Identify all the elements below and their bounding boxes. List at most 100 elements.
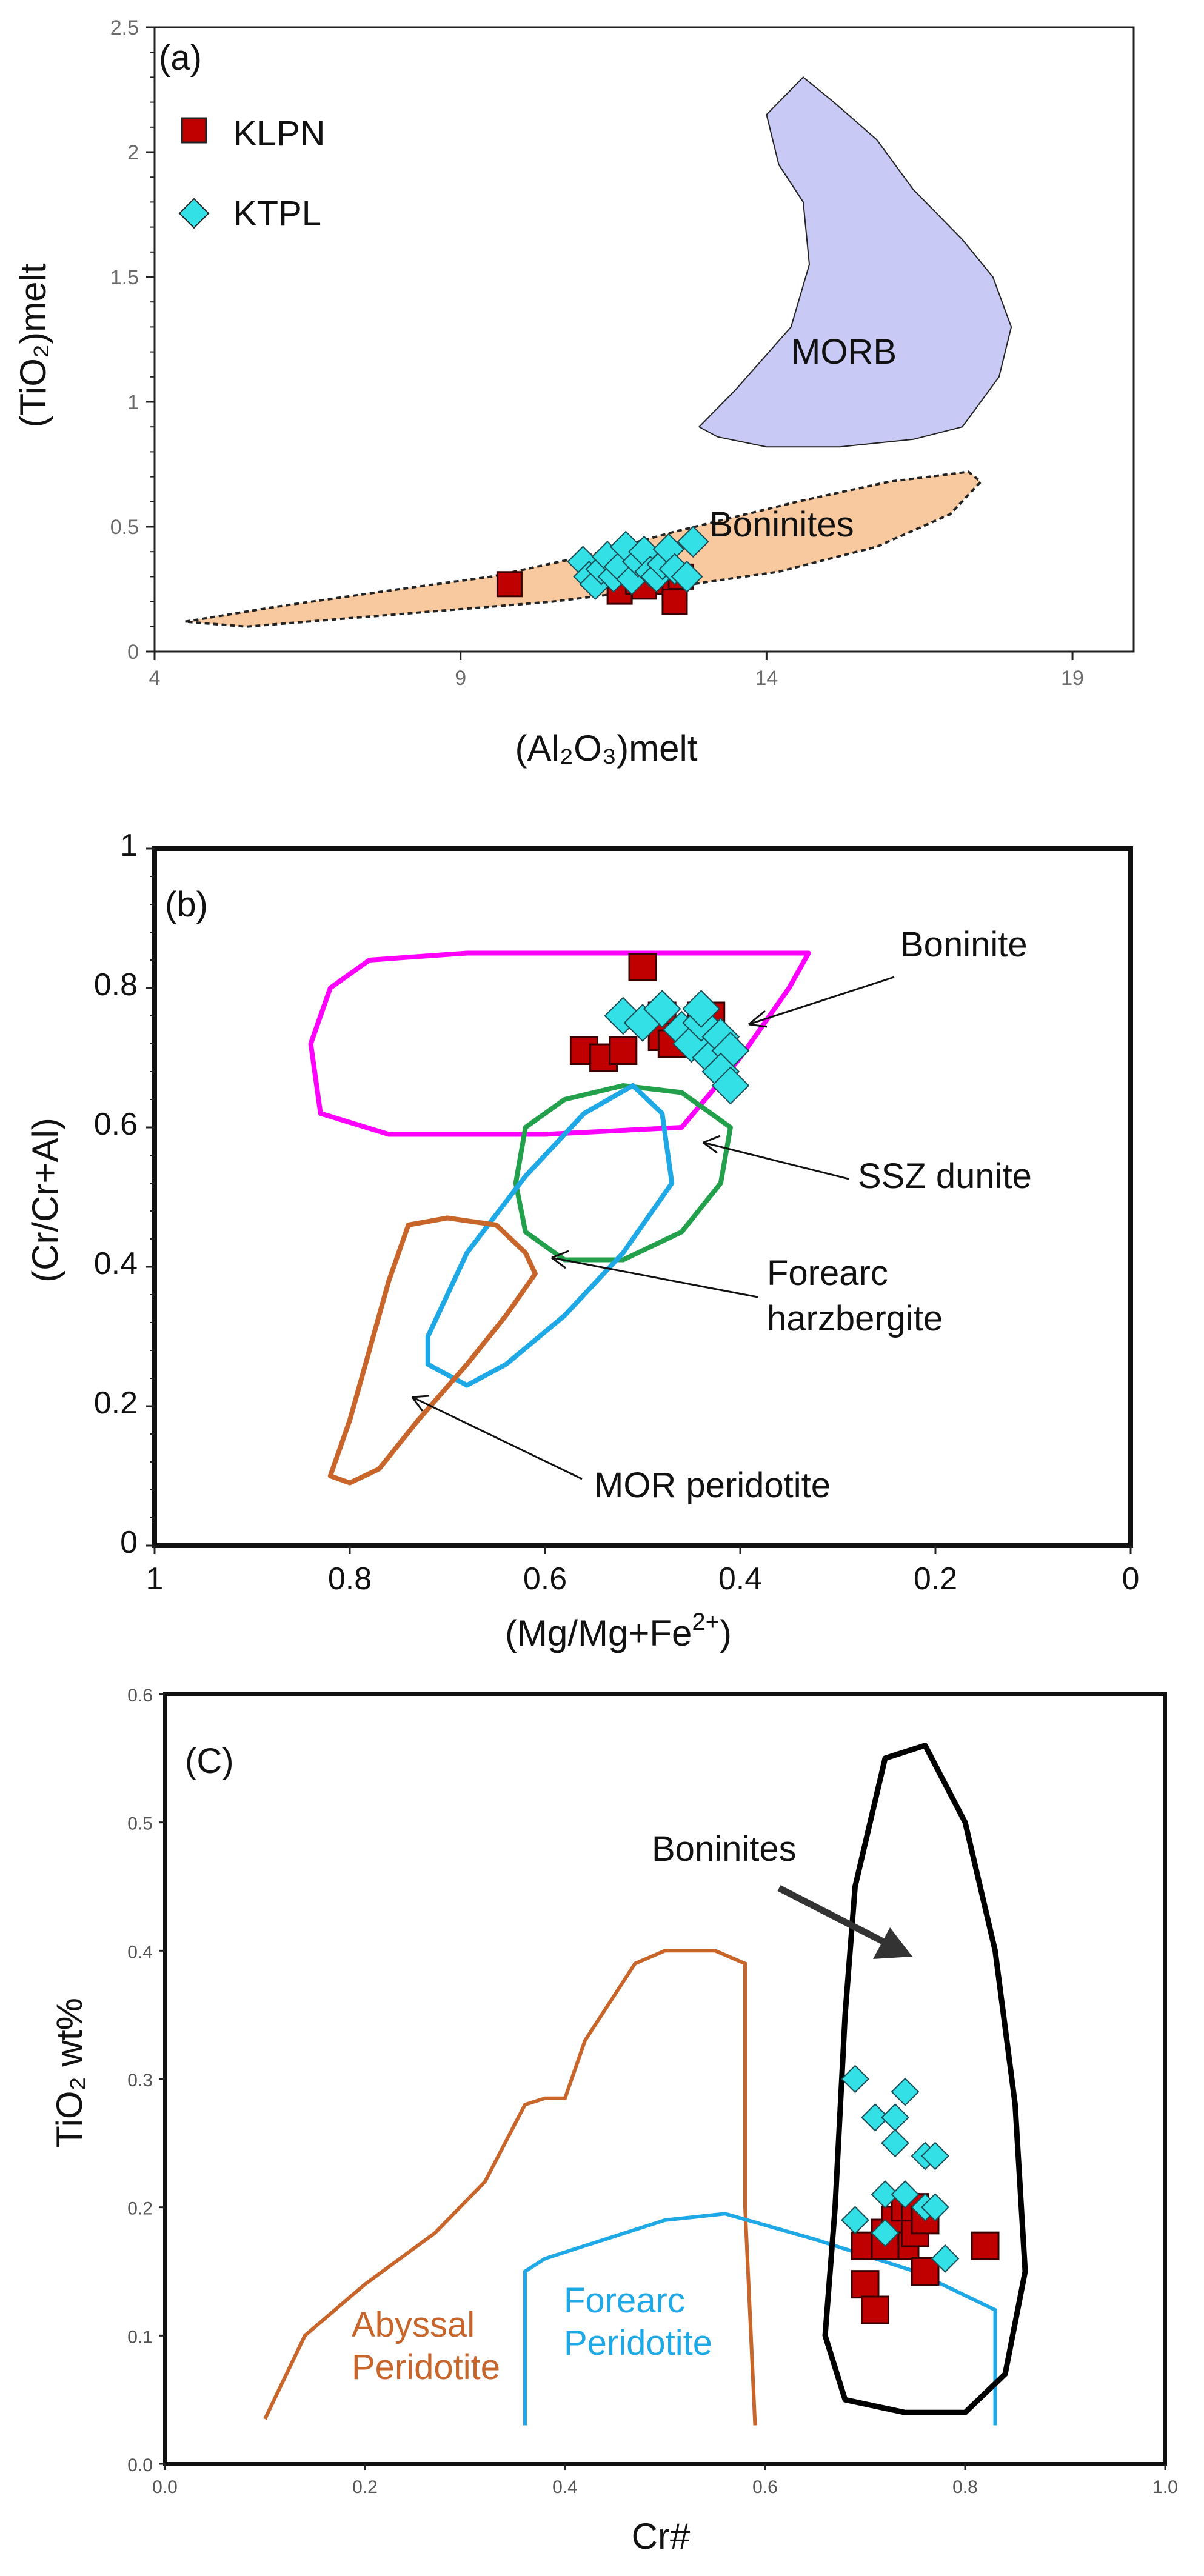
c-point-ktpl-2 [881, 2103, 909, 2132]
arrowhead-forearc [551, 1250, 569, 1269]
panel-c-label: (C) [185, 1741, 234, 1781]
a-ytick-label-0: 0 [127, 641, 139, 664]
c-ytick-label-6: 0.6 [127, 1686, 153, 1706]
legend-a: KLPN KTPL [178, 114, 326, 233]
b-xtick-label-4: 0.2 [914, 1561, 957, 1597]
field-ssz-dunite-b [513, 1083, 733, 1263]
arrowhead-mor-peridotite [411, 1395, 430, 1412]
c-xtick-label-3: 0.6 [752, 2477, 778, 2497]
panel-a-frame [153, 26, 1135, 653]
c-point-ktpl-10 [921, 2193, 949, 2222]
annotation-arrows-b [411, 976, 895, 1480]
c-point-ktpl-4 [881, 2129, 909, 2158]
field-boninites-a [185, 470, 983, 628]
a-ytick-label-1: 0.5 [110, 516, 139, 539]
a-ytick-label-2: 1 [127, 391, 139, 414]
c-ytick-label-0: 0.0 [127, 2455, 153, 2475]
legend-label-ktpl: KTPL [233, 194, 321, 233]
b-ytick-label-0: 0 [120, 1525, 138, 1560]
panel-a-label: (a) [159, 38, 202, 78]
c-xtick-label-4: 0.8 [952, 2477, 978, 2497]
c-xtick-label-2: 0.4 [552, 2477, 578, 2497]
panel-b: 1 0.8 0.6 0.4 0.2 0 0 0.2 0.4 0.6 0.8 1 (b) Boninit… [25, 828, 1139, 1653]
c-ytick-label-4: 0.4 [127, 1942, 153, 1962]
c-ytick-label-1: 0.1 [127, 2327, 153, 2347]
field-label-ssz-dunite: SSZ dunite [858, 1156, 1032, 1196]
c-xtick-label-5: 1.0 [1152, 2477, 1178, 2497]
arrow-ssz-dunite [703, 1141, 849, 1180]
field-label-forearc-1: Forearc [564, 2281, 685, 2320]
b-point-klpn-3 [609, 1036, 638, 1065]
a-point-klpn-6 [661, 589, 688, 615]
c-ytick-label-3: 0.3 [127, 2070, 153, 2090]
c-xtick-label-0: 0.0 [152, 2477, 178, 2497]
b-ytick-label-3: 0.6 [94, 1107, 138, 1142]
c-xtick-label-1: 0.2 [352, 2477, 378, 2497]
c-point-ktpl-13 [931, 2244, 960, 2273]
a-ytick-label-4: 2 [127, 141, 139, 164]
panel-b-label: (b) [165, 885, 208, 924]
arrow-mor-peridotite [412, 1396, 583, 1480]
x-axis-label-a: (Al₂O₃)melt [515, 728, 697, 769]
b-ytick-label-4: 0.8 [94, 967, 138, 1003]
panel-b-frame [152, 846, 1133, 1548]
y-axis-label-c: TiO₂ wt% [49, 1998, 90, 2148]
a-point-ktpl-16 [671, 560, 703, 593]
c-ytick-label-2: 0.2 [127, 2199, 153, 2219]
c-point-ktpl-8 [891, 2180, 920, 2209]
a-xtick-label-3: 19 [1061, 667, 1084, 690]
x-axis-label-b-sup: 2+ [692, 1609, 720, 1635]
b-point-ktpl-11 [711, 1066, 750, 1105]
arrow-boninites-c-head [873, 1927, 912, 1959]
a-point-ktpl-17 [677, 526, 709, 558]
legend-marker-klpn [181, 117, 207, 144]
field-label-abyssal-2: Peridotite [352, 2347, 500, 2387]
arrow-boninite [748, 976, 895, 1026]
y-axis-label-b: (Cr/Cr+Al) [25, 1118, 65, 1283]
field-label-morb: MORB [791, 332, 897, 372]
panel-a: 4 9 14 19 0 0.5 1 1.5 2 2.5 (a) KLPN KTPL MORB Bo… [13, 16, 1135, 769]
x-axis-label-c: Cr# [632, 2516, 691, 2557]
x-axis-label-b-end: ) [720, 1613, 732, 1653]
a-ytick-label-3: 1.5 [110, 266, 139, 289]
a-point-klpn-0 [496, 571, 523, 598]
a-ytick-label-5: 2.5 [110, 16, 139, 39]
field-label-mor-peridotite: MOR peridotite [594, 1466, 831, 1505]
b-xtick-label-3: 0.4 [718, 1561, 762, 1597]
c-ytick-label-5: 0.5 [127, 1814, 153, 1834]
b-xtick-label-0: 1 [146, 1561, 164, 1597]
field-boninites-c [822, 1743, 1028, 2415]
c-point-ktpl-1 [861, 2103, 889, 2132]
c-point-klpn-1 [851, 2270, 880, 2299]
field-abyssal-peridotite [263, 1949, 757, 2426]
b-xtick-label-5: 0 [1122, 1561, 1140, 1597]
field-label-boninite-b: Boninite [900, 925, 1028, 964]
b-xtick-label-2: 0.6 [523, 1561, 567, 1597]
a-xtick-label-1: 9 [455, 667, 466, 690]
field-forearc-harzbergite-b [425, 1083, 675, 1388]
arrowhead-ssz-dunite [703, 1135, 721, 1154]
c-point-ktpl-0 [841, 2064, 869, 2094]
arrowhead-boninite [748, 1010, 768, 1028]
c-point-ktpl-12 [871, 2218, 900, 2247]
c-point-ktpl-7 [871, 2180, 900, 2209]
y-axis-label-a: (TiO₂)melt [13, 263, 53, 427]
panel-c: 0.0 0.2 0.4 0.6 0.8 1.00.00.10.20.30.40.50.6 … [49, 1686, 1178, 2557]
b-point-ktpl-2 [643, 990, 681, 1028]
b-ytick-label-2: 0.4 [94, 1246, 138, 1281]
field-label-harzbergite: harzbergite [767, 1299, 943, 1338]
field-label-abyssal-1: Abyssal [352, 2305, 475, 2344]
field-label-forearc-2: Peridotite [564, 2323, 712, 2363]
x-axis-label-b: (Mg/Mg+Fe2+) [505, 1609, 732, 1653]
field-label-boninites-c: Boninites [652, 1829, 797, 1869]
arrow-boninites-c [777, 1885, 912, 1959]
field-label-boninites-a: Boninites [709, 505, 854, 544]
c-point-ktpl-11 [841, 2206, 869, 2235]
a-xtick-label-2: 14 [755, 667, 778, 690]
c-point-klpn-11 [971, 2231, 1000, 2260]
x-axis-label-b-main: (Mg/Mg+Fe [505, 1613, 692, 1653]
c-point-ktpl-6 [921, 2141, 949, 2171]
c-point-klpn-10 [911, 2257, 940, 2286]
b-point-ktpl-10 [682, 990, 721, 1028]
